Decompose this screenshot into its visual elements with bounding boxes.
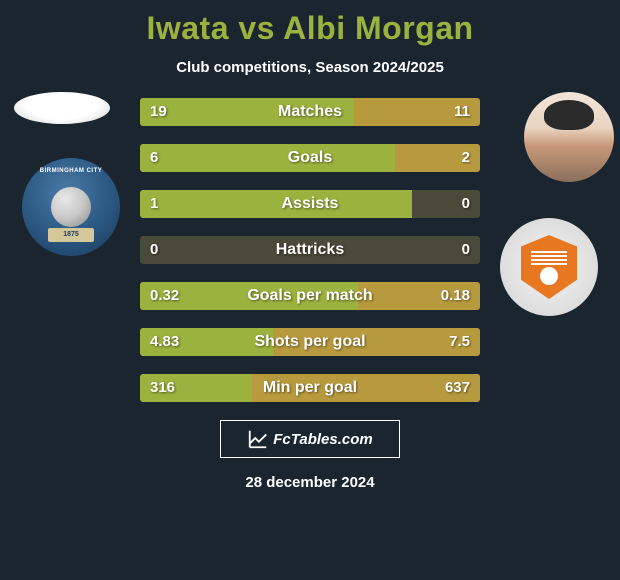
page-title: Iwata vs Albi Morgan: [0, 0, 620, 47]
stat-label: Goals: [140, 144, 480, 172]
stat-label: Matches: [140, 98, 480, 126]
stat-row: 4.83Shots per goal7.5: [140, 328, 480, 356]
stat-row: 0.32Goals per match0.18: [140, 282, 480, 310]
stat-value-right: 0.18: [441, 282, 470, 310]
stat-label: Goals per match: [140, 282, 480, 310]
stat-row: 19Matches11: [140, 98, 480, 126]
stat-row: 316Min per goal637: [140, 374, 480, 402]
stat-value-right: 0: [462, 236, 470, 264]
stat-value-right: 0: [462, 190, 470, 218]
subtitle: Club competitions, Season 2024/2025: [0, 59, 620, 76]
club-left-name-arc: BIRMINGHAM CITY: [40, 168, 103, 174]
comparison-panel: BIRMINGHAM CITY 1875 19Matches11 6Goals2 1…: [0, 98, 620, 402]
stat-value-right: 7.5: [449, 328, 470, 356]
stat-label: Hattricks: [140, 236, 480, 264]
stat-label: Assists: [140, 190, 480, 218]
stat-label: Min per goal: [140, 374, 480, 402]
stat-value-right: 2: [462, 144, 470, 172]
player-left-avatar: [14, 92, 110, 124]
stat-row: 1Assists0: [140, 190, 480, 218]
globe-icon: [51, 187, 91, 227]
brand-label: FcTables.com: [273, 431, 372, 448]
stat-value-right: 637: [445, 374, 470, 402]
brand-box[interactable]: FcTables.com: [220, 420, 400, 458]
club-left-year: 1875: [48, 228, 94, 242]
date-label: 28 december 2024: [0, 474, 620, 491]
player-right-avatar: [524, 92, 614, 182]
stat-row: 6Goals2: [140, 144, 480, 172]
chart-icon: [247, 428, 269, 450]
stat-label: Shots per goal: [140, 328, 480, 356]
club-left-crest: BIRMINGHAM CITY 1875: [22, 158, 120, 256]
stat-row: 0Hattricks0: [140, 236, 480, 264]
club-right-crest: [500, 218, 598, 316]
stat-value-right: 11: [454, 98, 470, 126]
stats-bars: 19Matches116Goals21Assists00Hattricks00.…: [140, 98, 480, 402]
shield-icon: [521, 235, 577, 299]
